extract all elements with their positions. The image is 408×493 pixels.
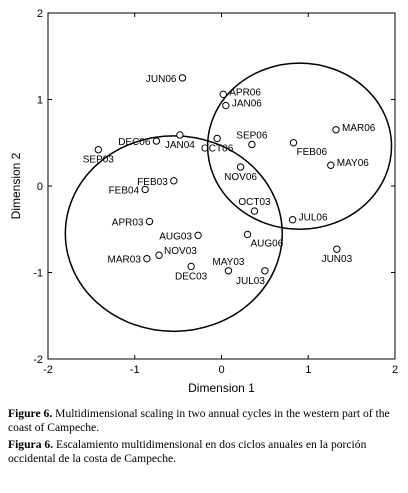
- point-jul03-marker: [261, 267, 269, 275]
- y-tick-label: -2: [33, 354, 43, 366]
- caption-english-text: Multidimensional scaling in two annual c…: [8, 407, 390, 434]
- point-jul03-label: JUL03: [236, 276, 265, 287]
- y-tick-label: -1: [33, 268, 43, 280]
- point-jun06-marker: [178, 74, 187, 82]
- figure-caption-english: Figure 6. Multidimensional scaling in tw…: [8, 407, 400, 435]
- point-oct06-marker: [213, 134, 221, 143]
- figure-caption-spanish: Figura 6. Escalamiento multidimensional …: [8, 438, 400, 466]
- point-dec06-label: DEC06: [118, 137, 151, 148]
- point-dec03-label: DEC03: [175, 271, 208, 282]
- plot-frame: [47, 12, 396, 360]
- point-nov06-marker: [236, 163, 245, 171]
- point-feb04-label: FEB04: [109, 185, 140, 196]
- x-axis-label: Dimension 1: [188, 381, 255, 395]
- point-nov03-marker: [155, 251, 163, 259]
- point-mar06-marker: [332, 126, 340, 134]
- x-tick-label: 2: [392, 364, 398, 376]
- point-oct03-label: OCT03: [238, 197, 271, 208]
- point-dec06-marker: [152, 137, 161, 145]
- point-aug03-marker: [194, 231, 202, 240]
- point-apr03-label: APR03: [112, 217, 144, 228]
- point-sep03-label: SEP03: [83, 155, 115, 166]
- point-jul06-marker: [288, 216, 297, 224]
- x-tick-label: 0: [218, 364, 224, 376]
- point-jun03-label: JUN03: [322, 254, 353, 265]
- x-tick-label: -1: [130, 364, 140, 376]
- x-tick-label: -2: [43, 364, 53, 376]
- caption-spanish-label: Figura 6.: [8, 438, 54, 451]
- point-aug06-label: AUG06: [251, 238, 284, 249]
- point-nov03-label: NOV03: [164, 246, 197, 257]
- point-aug06-marker: [243, 230, 252, 239]
- point-dec03-marker: [187, 262, 195, 271]
- point-jan04-marker: [176, 131, 184, 139]
- point-jun03-marker: [333, 245, 341, 253]
- point-nov06-label: NOV06: [224, 172, 257, 183]
- point-apr06-marker: [219, 90, 227, 99]
- point-feb06-label: FEB06: [297, 147, 328, 158]
- point-apr03-marker: [145, 217, 154, 226]
- point-jan06-marker: [222, 101, 230, 110]
- point-may06-marker: [327, 161, 335, 169]
- point-oct06-label: OCT06: [201, 143, 234, 154]
- point-aug03-label: AUG03: [159, 231, 192, 242]
- point-mar03-label: MAR03: [108, 255, 142, 266]
- point-oct03-marker: [250, 207, 259, 215]
- point-jun06-label: JUN06: [146, 74, 177, 85]
- point-jan06-label: JAN06: [232, 99, 262, 110]
- point-may06-label: MAY06: [337, 158, 369, 169]
- y-tick-label: 2: [37, 8, 43, 20]
- point-feb03-marker: [170, 177, 178, 185]
- y-tick-label: 0: [37, 181, 43, 193]
- caption-spanish-text: Escalamiento multidimensional en dos cic…: [8, 438, 367, 465]
- point-mar06-label: MAR06: [342, 123, 376, 134]
- x-tick-label: 1: [305, 364, 311, 376]
- point-may03-marker: [224, 267, 233, 275]
- point-apr06-label: APR06: [229, 87, 261, 98]
- group-ellipse-2: [64, 135, 283, 333]
- point-sep06-label: SEP06: [236, 130, 268, 141]
- caption-english-label: Figure 6.: [8, 407, 53, 420]
- point-jan04-label: JAN04: [165, 140, 195, 151]
- y-axis-label: Dimension 2: [9, 152, 23, 219]
- point-may03-label: MAY03: [212, 257, 244, 268]
- point-feb03-label: FEB03: [137, 177, 168, 188]
- point-mar03-marker: [143, 254, 151, 263]
- point-feb04-marker: [141, 185, 149, 194]
- point-sep03-marker: [94, 145, 103, 154]
- group-ellipse-1: [206, 62, 393, 231]
- point-feb06-marker: [289, 139, 298, 147]
- point-jul06-label: JUL06: [299, 213, 328, 224]
- point-sep06-marker: [248, 140, 256, 149]
- y-tick-label: 1: [37, 95, 43, 107]
